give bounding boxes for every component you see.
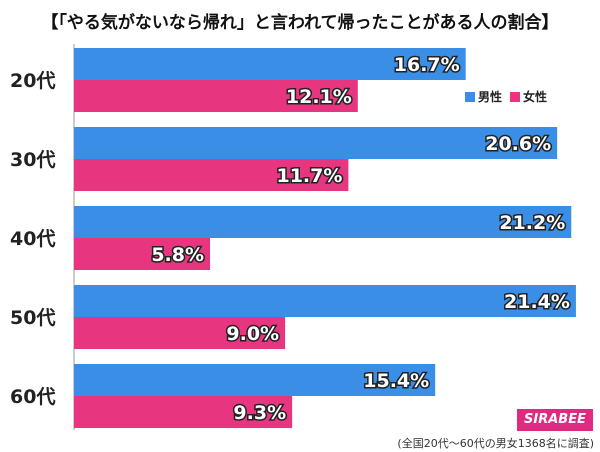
category-label: 20代	[10, 70, 55, 92]
chart-title: 【「やる気がないなら帰れ」と言われて帰ったことがある人の割合】	[41, 13, 559, 33]
legend-swatch-male	[465, 91, 475, 102]
bar-male	[74, 206, 572, 238]
value-label-female: 9.3%	[233, 402, 286, 424]
value-label-female: 9.0%	[226, 323, 279, 345]
value-label-male: 21.4%	[504, 291, 570, 313]
bar-male	[74, 127, 558, 159]
value-label-female: 12.1%	[286, 86, 352, 108]
legend: 男性 女性	[462, 87, 551, 106]
category-label: 30代	[10, 149, 55, 171]
legend-swatch-female	[510, 91, 521, 102]
bar-female	[74, 396, 293, 428]
bar-female	[74, 238, 211, 270]
value-label-female: 11.7%	[276, 165, 342, 187]
category-label: 60代	[10, 386, 55, 408]
category-label: 50代	[10, 307, 55, 329]
legend-label-male: 男性	[478, 90, 503, 104]
value-label-male: 20.6%	[485, 133, 551, 155]
legend-label-female: 女性	[523, 90, 548, 104]
value-label-male: 16.7%	[394, 54, 460, 76]
value-label-male: 21.2%	[499, 212, 565, 234]
legend-item-male: 男性	[465, 88, 502, 105]
survey-note: (全国20代～60代の男女1368名に調査)	[397, 437, 594, 450]
bar-female	[74, 317, 286, 349]
value-label-male: 15.4%	[363, 370, 429, 392]
bar-male	[74, 285, 576, 317]
legend-item-female: 女性	[510, 88, 547, 105]
bar-male	[74, 364, 436, 396]
value-label-female: 5.8%	[151, 244, 204, 266]
bar-male	[74, 48, 466, 80]
bar-female	[74, 80, 358, 112]
category-label: 40代	[10, 228, 55, 250]
bar-female	[74, 159, 349, 191]
sirabee-logo: SIRABEE	[517, 409, 593, 431]
